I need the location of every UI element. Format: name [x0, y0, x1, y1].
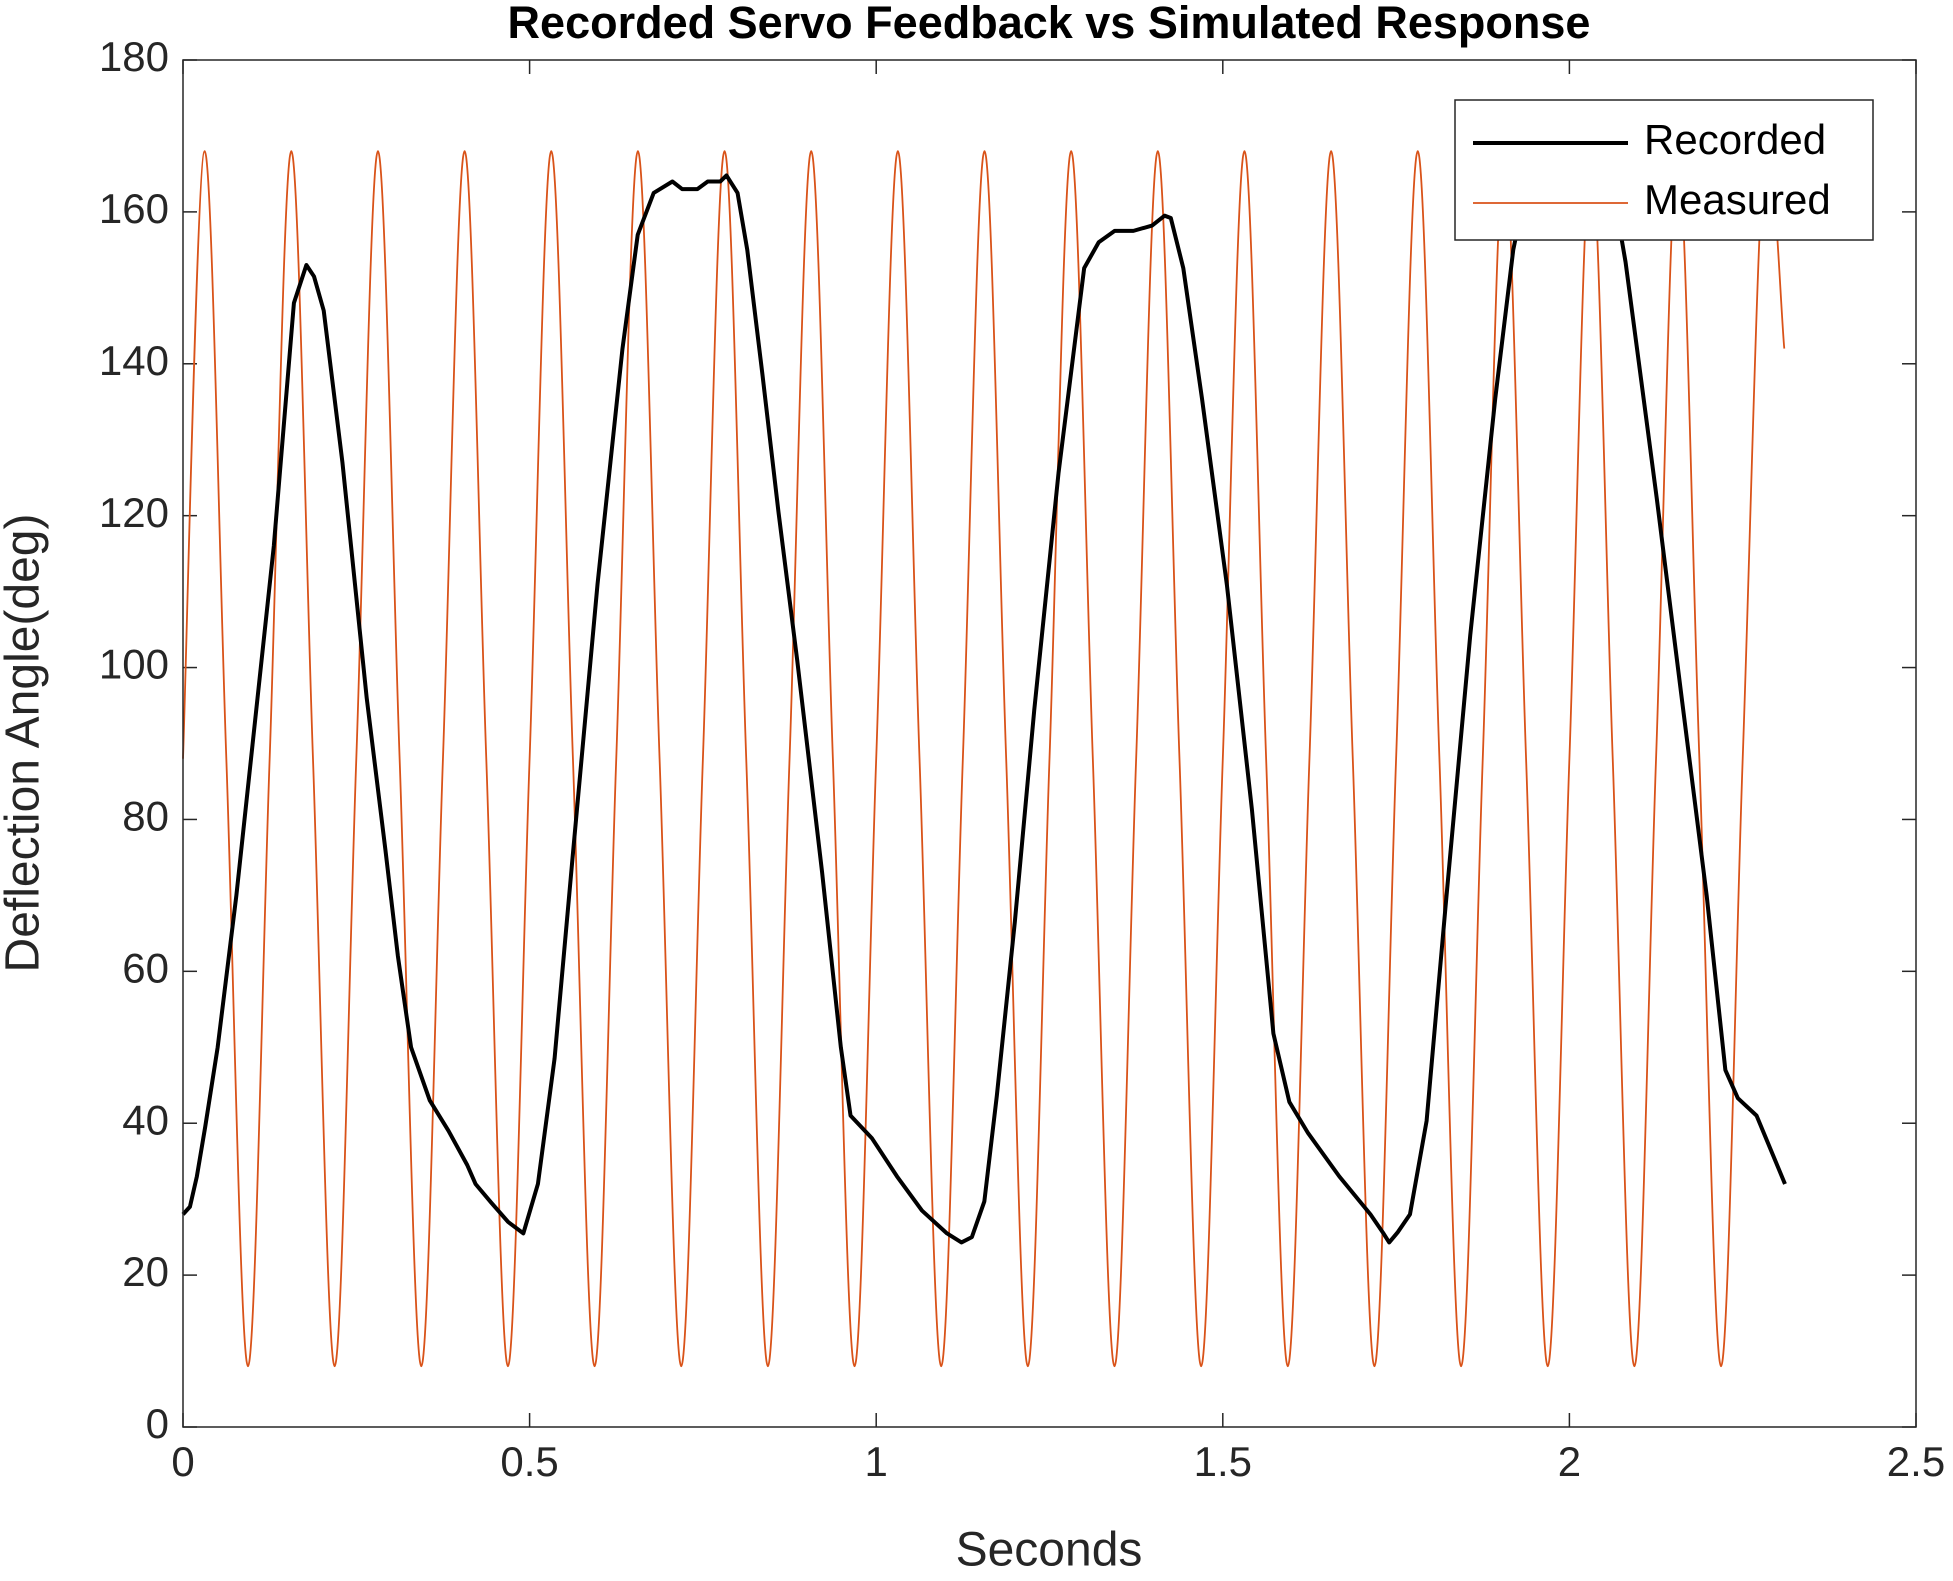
x-tick-label: 0: [171, 1438, 194, 1485]
x-tick-label: 2.5: [1887, 1438, 1945, 1485]
y-tick-label: 80: [122, 793, 169, 840]
legend-label: Recorded: [1644, 116, 1826, 163]
x-tick-label: 1.5: [1194, 1438, 1252, 1485]
y-tick-label: 20: [122, 1248, 169, 1295]
x-tick-label: 1: [865, 1438, 888, 1485]
legend-label: Measured: [1644, 176, 1831, 223]
chart-title: Recorded Servo Feedback vs Simulated Res…: [508, 0, 1591, 48]
x-tick-label: 0.5: [500, 1438, 558, 1485]
plot-frame: [182, 59, 1917, 1428]
x-tick-label: 2: [1558, 1438, 1581, 1485]
line: [181, 171, 1787, 1245]
y-tick-label: 180: [99, 33, 169, 80]
y-tick-label: 160: [99, 185, 169, 232]
line: [182, 138, 1786, 1368]
y-tick-label: 140: [99, 337, 169, 384]
y-tick-label: 40: [122, 1096, 169, 1143]
legend-box: [1454, 99, 1874, 241]
y-axis-label: Deflection Angle(deg): [0, 514, 50, 973]
y-tick-label: 100: [99, 641, 169, 688]
y-tick-label: 0: [146, 1400, 169, 1447]
x-axis-label: Seconds: [956, 1524, 1143, 1577]
y-tick-label: 60: [122, 944, 169, 991]
y-tick-label: 120: [99, 489, 169, 536]
